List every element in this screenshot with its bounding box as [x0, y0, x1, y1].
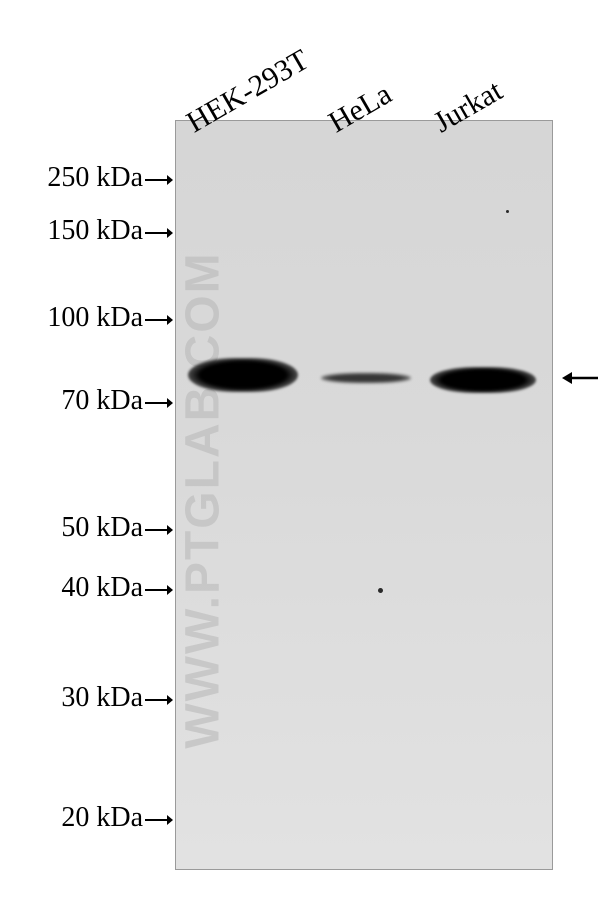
mw-marker-100: 100 kDa [47, 302, 173, 334]
mw-marker-text: 100 kDa [47, 302, 143, 333]
mw-marker-text: 20 kDa [61, 802, 143, 833]
arrow-right-icon [143, 523, 173, 537]
arrow-right-icon [143, 813, 173, 827]
mw-marker-250: 250 kDa [47, 162, 173, 194]
mw-marker-150: 150 kDa [47, 215, 173, 247]
mw-marker-text: 150 kDa [47, 215, 143, 246]
mw-marker-text: 40 kDa [61, 572, 143, 603]
film-speck [378, 588, 383, 593]
band-jurkat [430, 367, 536, 393]
arrow-right-icon [143, 226, 173, 240]
mw-marker-text: 250 kDa [47, 162, 143, 193]
mw-marker-text: 50 kDa [61, 512, 143, 543]
mw-marker-text: 70 kDa [61, 385, 143, 416]
target-band-arrow-icon [560, 369, 600, 387]
mw-marker-70: 70 kDa [61, 385, 173, 417]
arrow-right-icon [143, 173, 173, 187]
film-speck [506, 210, 509, 213]
band-hela [321, 373, 411, 383]
arrow-right-icon [143, 583, 173, 597]
figure-container: WWW.PTGLAB.COM HEK-293T HeLa Jurkat 250 … [0, 0, 600, 903]
arrow-right-icon [143, 693, 173, 707]
mw-marker-20: 20 kDa [61, 802, 173, 834]
mw-marker-50: 50 kDa [61, 512, 173, 544]
blot-membrane [175, 120, 553, 870]
arrow-right-icon [143, 396, 173, 410]
arrow-right-icon [143, 313, 173, 327]
band-hek293t [188, 358, 298, 392]
mw-marker-30: 30 kDa [61, 682, 173, 714]
mw-marker-40: 40 kDa [61, 572, 173, 604]
mw-marker-text: 30 kDa [61, 682, 143, 713]
